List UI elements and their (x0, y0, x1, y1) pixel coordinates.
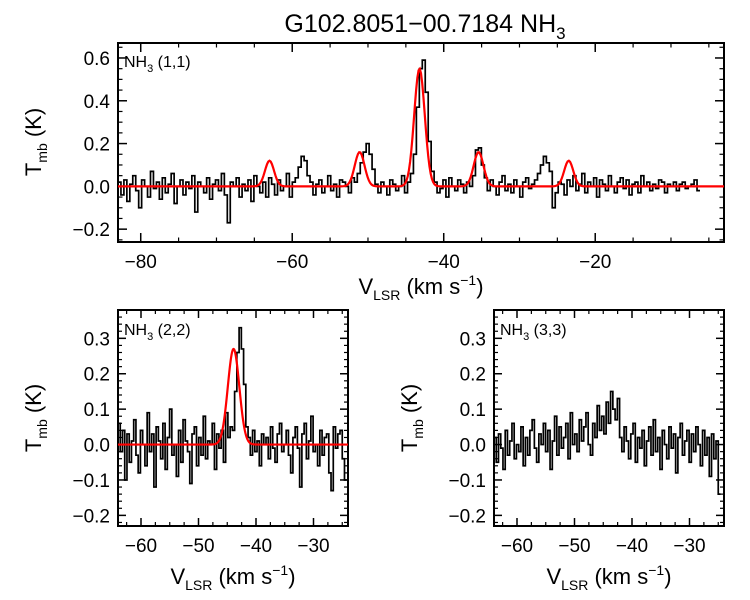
y-tick-label: 0.3 (84, 329, 110, 350)
panel-nh3-33: −60 −50 −40 −30 −0.2 −0.1 0.0 0.1 0.2 0.3 NH3 (3,… (397, 309, 725, 593)
x-tick-label: −60 (501, 536, 533, 557)
x-axis-label: VLSR (km s−1) (358, 272, 483, 303)
plot-frame (117, 42, 725, 243)
y-tick-label: −0.2 (72, 506, 110, 527)
y-tick-label: 0.4 (84, 92, 111, 113)
y-tick-label: 0.2 (460, 365, 486, 386)
x-tick-label: −80 (125, 252, 157, 273)
y-axis-label: Tmb (K) (21, 384, 50, 452)
panel-label: NH3 (3,3) (500, 322, 567, 343)
x-tick-label: −40 (240, 536, 272, 557)
x-axis-label: VLSR (km s−1) (546, 562, 671, 593)
x-tick-label: −60 (276, 252, 308, 273)
spectrum-line (118, 326, 347, 492)
plot-frame (493, 309, 725, 527)
y-tick-label: 0.0 (84, 177, 110, 198)
y-tick-label: −0.1 (72, 471, 110, 492)
panel-nh3-22: −60 −50 −40 −30 −0.2 −0.1 0.0 0.1 0.2 0.3 NH3 (2,… (21, 309, 349, 593)
y-tick-label: 0.2 (84, 365, 110, 386)
x-tick-label: −20 (579, 252, 611, 273)
y-tick-label: −0.1 (448, 471, 486, 492)
y-axis-label: Tmb (K) (21, 108, 50, 176)
x-tick-label: −40 (428, 252, 460, 273)
plot-frame (117, 309, 349, 527)
spectrum-line (494, 390, 721, 495)
figure-title: G102.8051−00.7184 NH3 (284, 10, 565, 43)
x-tick-label: −50 (182, 536, 214, 557)
y-tick-label: 0.2 (84, 135, 110, 156)
fit-line (118, 347, 348, 446)
fit-line (118, 66, 724, 188)
x-tick-label: −50 (558, 536, 590, 557)
y-tick-label: 0.0 (460, 436, 486, 457)
y-tick-label: 0.0 (84, 436, 110, 457)
y-tick-label: 0.1 (460, 400, 486, 421)
y-tick-label: −0.2 (448, 506, 486, 527)
x-axis-label: VLSR (km s−1) (170, 562, 295, 593)
y-axis-label: Tmb (K) (397, 384, 426, 452)
y-tick-label: −0.2 (72, 220, 110, 241)
x-tick-label: −60 (125, 536, 157, 557)
panel-nh3-11: −80 −60 −40 −20 −0.2 0.0 0.2 0.4 0.6 NH3 (1,1) V… (21, 42, 725, 303)
panel-label: NH3 (2,2) (124, 322, 191, 343)
y-tick-label: 0.1 (84, 400, 110, 421)
x-tick-label: −30 (297, 536, 329, 557)
spectrum-line (118, 59, 700, 224)
x-tick-label: −30 (673, 536, 705, 557)
y-tick-label: 0.6 (84, 49, 110, 70)
y-tick-label: 0.3 (460, 329, 486, 350)
panel-label: NH3 (1,1) (124, 54, 191, 75)
x-tick-label: −40 (616, 536, 648, 557)
